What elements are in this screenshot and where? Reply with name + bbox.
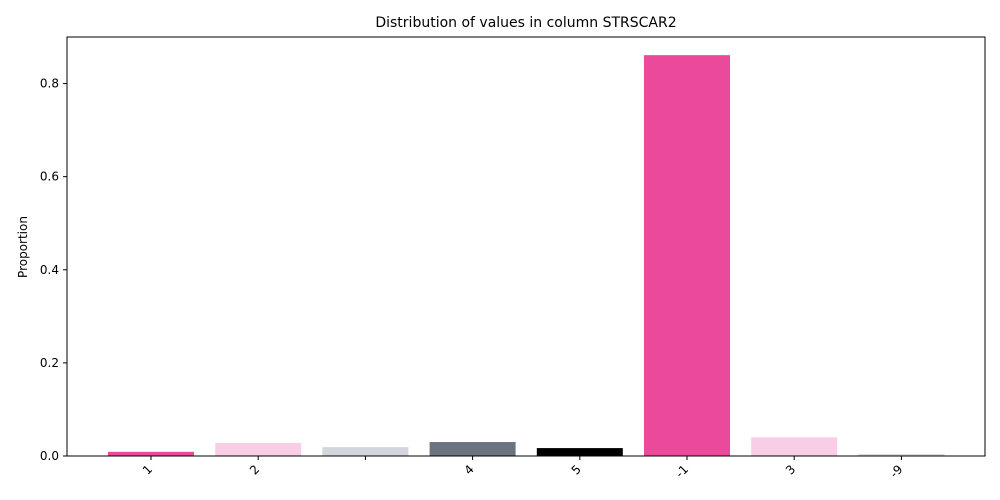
- bar-4: [536, 448, 623, 456]
- bar-7: [858, 454, 945, 456]
- y-axis-label: Proportion: [16, 216, 30, 278]
- x-tick-label-1: 2: [247, 462, 262, 477]
- bars-group: [108, 55, 945, 456]
- x-tick-label-3: 4: [461, 462, 476, 477]
- bar-0: [108, 451, 194, 456]
- bar-5: [644, 55, 730, 456]
- x-tick-label-0: 1: [140, 462, 155, 477]
- bar-1: [215, 442, 302, 456]
- bar-6: [751, 437, 838, 456]
- x-tick-label-4: 5: [569, 462, 584, 477]
- y-tick-label-3: 0.6: [40, 170, 59, 184]
- bar-2: [322, 447, 409, 456]
- x-tick-label-5: -1: [673, 462, 691, 480]
- y-tick-label-2: 0.4: [40, 263, 59, 277]
- x-axis-ticks: 1 2 4 5 -1 3 -9: [140, 456, 906, 481]
- chart-title: Distribution of values in column STRSCAR…: [375, 15, 676, 31]
- y-axis-ticks: 0.0 0.2 0.4 0.6 0.8: [40, 77, 67, 463]
- plot-frame: [66, 36, 986, 457]
- y-tick-label-0: 0.0: [40, 449, 59, 463]
- x-tick-label-7: -9: [887, 462, 905, 480]
- bar-3: [429, 442, 516, 456]
- y-tick-label-1: 0.2: [40, 356, 59, 370]
- y-tick-label-4: 0.8: [40, 77, 59, 91]
- x-tick-label-6: 3: [783, 462, 798, 477]
